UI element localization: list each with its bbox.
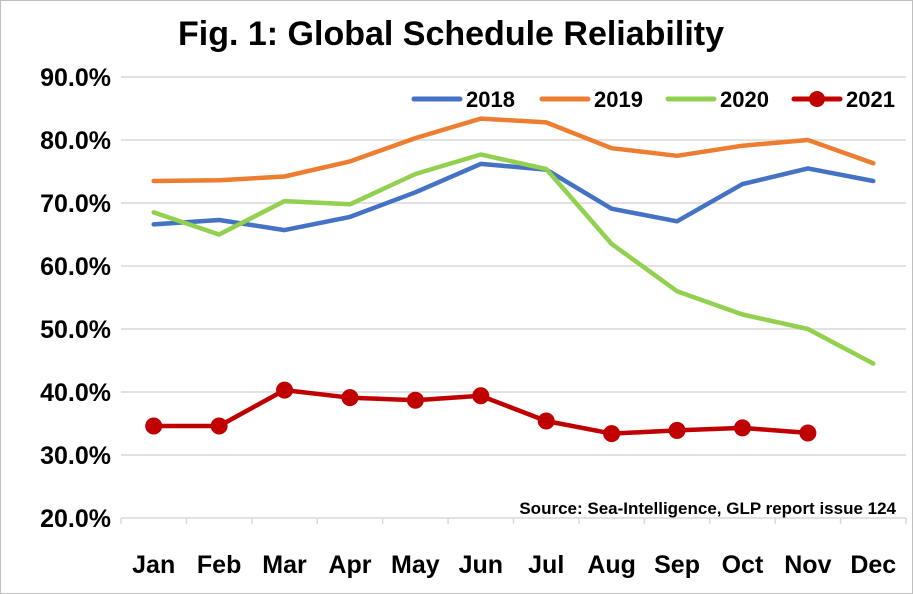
series-line-2019 [151, 116, 876, 184]
source-annotation: Source: Sea-Intelligence, GLP report iss… [519, 499, 896, 518]
legend-marker-2021 [809, 91, 825, 107]
x-tick-label: Jun [459, 551, 503, 579]
y-tick-label: 70.0% [40, 190, 111, 218]
x-tick-label: Dec [850, 551, 896, 579]
series-lines [145, 116, 876, 443]
x-tick-label: Mar [262, 551, 307, 579]
y-tick-label: 40.0% [40, 379, 111, 407]
data-point-2021 [406, 391, 424, 409]
y-tick-label: 50.0% [40, 316, 111, 344]
y-tick-label: 60.0% [40, 253, 111, 281]
data-point-2021 [537, 412, 555, 430]
data-point-2021 [603, 425, 621, 443]
data-point-2021 [799, 424, 817, 442]
x-tick-label: Aug [587, 551, 636, 579]
x-tick-label: Sep [654, 551, 700, 579]
y-tick-label: 90.0% [40, 64, 111, 92]
y-tick-label: 20.0% [40, 505, 111, 533]
data-point-2021 [145, 417, 163, 435]
x-tick-label: Feb [197, 551, 241, 579]
data-point-2021 [341, 389, 359, 407]
legend-label-2021: 2021 [846, 87, 895, 112]
legend-label-2018: 2018 [466, 87, 515, 112]
x-tick-label: Oct [722, 551, 764, 579]
legend-label-2019: 2019 [594, 87, 643, 112]
x-tick-label: Nov [784, 551, 831, 579]
data-point-2021 [472, 387, 490, 405]
x-axis: Jan Feb Mar Apr May Jun Jul Aug Sep Oct Nov Dec [120, 517, 907, 579]
x-tick-label: Apr [328, 551, 371, 579]
x-tick-label: Jul [528, 551, 564, 579]
data-point-2021 [668, 421, 686, 439]
series-line-2020 [151, 152, 876, 366]
x-tick-label: May [391, 551, 440, 579]
gridlines [121, 76, 906, 456]
x-tick-label: Jan [132, 551, 175, 579]
data-point-2021 [733, 419, 751, 437]
legend-label-2020: 2020 [720, 87, 769, 112]
series-line-2018 [151, 161, 876, 233]
data-point-2021 [210, 417, 228, 435]
legend: 2018 2019 2020 2021 [411, 87, 895, 112]
chart-title: Fig. 1: Global Schedule Reliability [178, 15, 724, 53]
y-axis-ticks: 20.0% 30.0% 40.0% 50.0% 60.0% 70.0% 80.0% 90.0% [40, 64, 111, 533]
y-tick-label: 80.0% [40, 127, 111, 155]
y-tick-label: 30.0% [40, 442, 111, 470]
data-point-2021 [276, 381, 294, 399]
